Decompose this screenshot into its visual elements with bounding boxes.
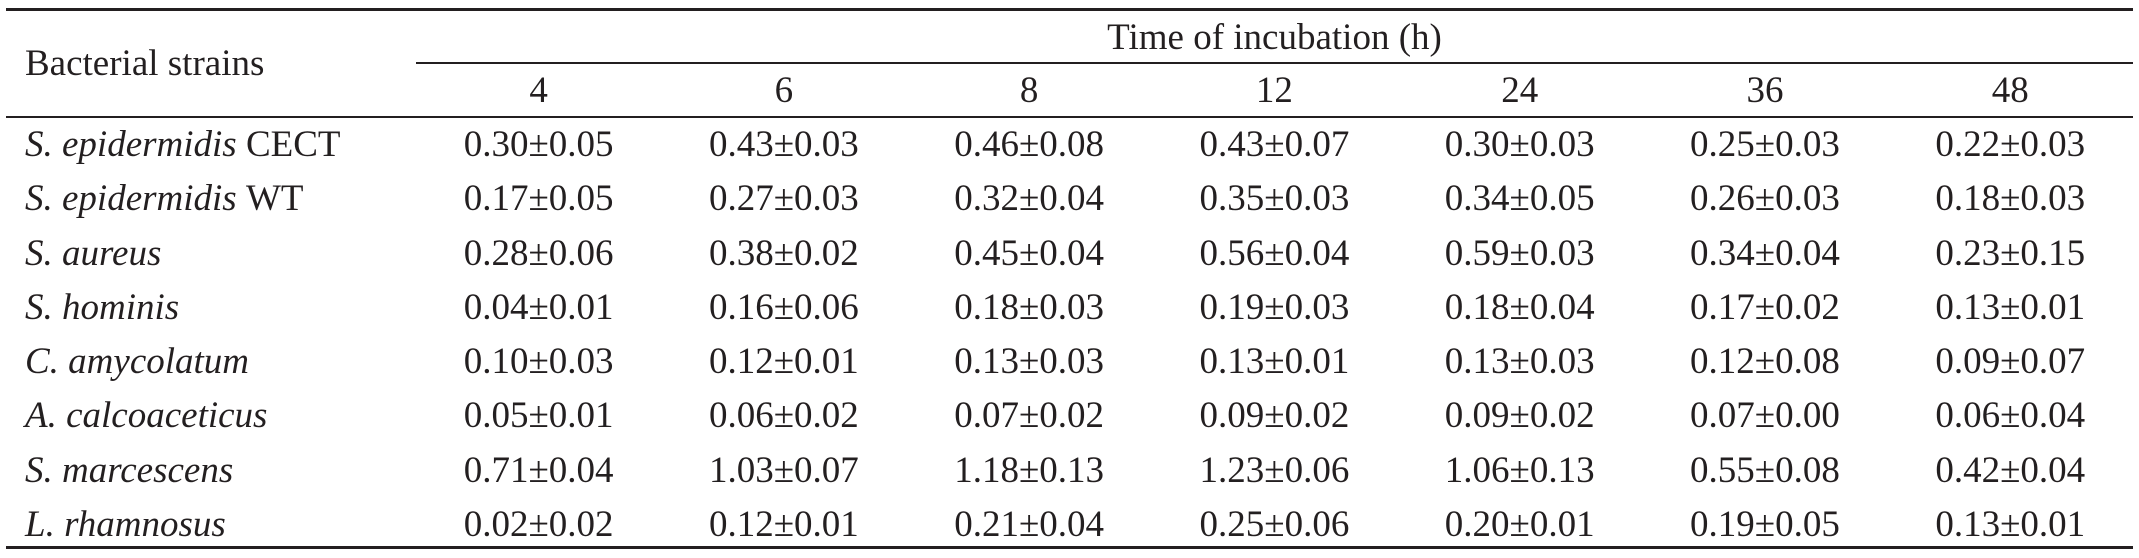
column-group-header-time: Time of incubation (h)	[1107, 17, 1442, 58]
strain-species: S. hominis	[25, 286, 180, 328]
strain-name: S. epidermidis WT	[0, 172, 416, 226]
column-header-24h: 24	[1501, 70, 1539, 111]
cell-value-12h: 0.09±0.02	[1199, 395, 1350, 437]
time-header-row: 4 6 8 12 24 36 48	[0, 71, 2133, 111]
cell-value-48h: 0.13±0.01	[1935, 503, 2086, 545]
cell-value-48h: 0.23±0.15	[1935, 232, 2086, 274]
table-row-s-epidermidis-wt: S. epidermidis WT 0.17±0.05 0.27±0.03 0.3…	[0, 172, 2133, 226]
cell-value-12h: 0.25±0.06	[1199, 503, 1350, 545]
cell-value-36h: 0.12±0.08	[1690, 341, 1840, 382]
cell-value-48h: 0.42±0.04	[1935, 449, 2086, 491]
cell-value-12h: 1.23±0.06	[1199, 449, 1350, 491]
cell-value-36h: 0.26±0.03	[1690, 178, 1840, 220]
cell-value-24h: 0.30±0.03	[1444, 124, 1595, 165]
cell-value-12h: 0.43±0.07	[1199, 124, 1350, 165]
cell-value-24h: 0.59±0.03	[1444, 232, 1595, 274]
column-group-rule	[416, 62, 2133, 64]
table-row-c-amycolatum: C. amycolatum 0.10±0.03 0.12±0.01 0.13±0…	[0, 335, 2133, 389]
cell-value-8h: 0.13±0.03	[954, 341, 1105, 382]
cell-value-4h: 0.05±0.01	[463, 395, 614, 437]
cell-value-36h: 0.55±0.08	[1690, 449, 1840, 491]
strain-species: A. calcoaceticus	[25, 395, 268, 437]
cell-value-6h: 1.03±0.07	[708, 449, 859, 491]
cell-value-4h: 0.28±0.06	[463, 232, 614, 274]
cell-value-36h: 0.25±0.03	[1690, 124, 1840, 165]
strain-suffix: WT	[245, 178, 304, 220]
cell-value-24h: 0.09±0.02	[1444, 395, 1595, 437]
table-row-s-epidermidis-cect: S. epidermidis CECT 0.30±0.05 0.43±0.03 0…	[0, 118, 2133, 172]
strain-name: S. epidermidis CECT	[0, 118, 416, 172]
cell-value-24h: 1.06±0.13	[1444, 449, 1595, 491]
table-row-s-hominis: S. hominis 0.04±0.01 0.16±0.06 0.18±0.03…	[0, 281, 2133, 335]
cell-value-24h: 0.13±0.03	[1444, 341, 1595, 382]
strain-name: S. hominis	[0, 281, 416, 335]
cell-value-12h: 0.13±0.01	[1199, 341, 1350, 382]
strain-name: S. marcescens	[0, 444, 416, 498]
cell-value-8h: 0.46±0.08	[954, 124, 1105, 165]
strain-name: A. calcoaceticus	[0, 389, 416, 443]
column-header-4h: 4	[529, 70, 548, 111]
column-header-strains: Bacterial strains	[25, 43, 265, 84]
cell-value-6h: 0.38±0.02	[708, 232, 859, 274]
strain-name: L. rhamnosus	[0, 498, 416, 552]
column-header-12h: 12	[1255, 70, 1293, 111]
cell-value-48h: 0.09±0.07	[1935, 341, 2086, 382]
strain-species: S. aureus	[25, 232, 162, 274]
cell-value-48h: 0.13±0.01	[1935, 286, 2086, 328]
cell-value-48h: 0.22±0.03	[1935, 124, 2086, 165]
cell-value-6h: 0.06±0.02	[708, 395, 859, 437]
cell-value-6h: 0.12±0.01	[708, 503, 859, 545]
table-row-a-calcoaceticus: A. calcoaceticus 0.05±0.01 0.06±0.02 0.0…	[0, 389, 2133, 443]
header-bottom-rule	[6, 116, 2133, 118]
strain-species: L. rhamnosus	[25, 503, 226, 545]
table-row-l-rhamnosus: L. rhamnosus 0.02±0.02 0.12±0.01 0.21±0.…	[0, 498, 2133, 552]
table-row-s-marcescens: S. marcescens 0.71±0.04 1.03±0.07 1.18±0…	[0, 444, 2133, 498]
table-bottom-rule	[6, 546, 2133, 549]
cell-value-6h: 0.43±0.03	[708, 124, 859, 165]
table-row-s-aureus: S. aureus 0.28±0.06 0.38±0.02 0.45±0.04 …	[0, 227, 2133, 281]
strain-species: S. epidermidis	[25, 124, 237, 165]
cell-value-36h: 0.19±0.05	[1690, 503, 1840, 545]
cell-value-24h: 0.34±0.05	[1444, 178, 1595, 220]
table-body: S. epidermidis CECT 0.30±0.05 0.43±0.03 0…	[0, 118, 2133, 552]
strain-suffix: CECT	[245, 124, 341, 165]
cell-value-36h: 0.17±0.02	[1690, 286, 1840, 328]
cell-value-8h: 0.07±0.02	[954, 395, 1105, 437]
strain-species: S. marcescens	[25, 449, 234, 491]
cell-value-12h: 0.35±0.03	[1199, 178, 1350, 220]
column-header-48h: 48	[1991, 70, 2029, 111]
cell-value-4h: 0.17±0.05	[463, 178, 614, 220]
cell-value-8h: 0.32±0.04	[954, 178, 1105, 220]
cell-value-6h: 0.16±0.06	[708, 286, 859, 328]
cell-value-6h: 0.12±0.01	[708, 341, 859, 382]
cell-value-4h: 0.10±0.03	[463, 341, 614, 382]
cell-value-36h: 0.07±0.00	[1690, 395, 1840, 437]
cell-value-48h: 0.06±0.04	[1935, 395, 2086, 437]
strain-name: S. aureus	[0, 227, 416, 281]
cell-value-8h: 0.45±0.04	[954, 232, 1105, 274]
cell-value-24h: 0.20±0.01	[1444, 503, 1595, 545]
cell-value-8h: 1.18±0.13	[954, 449, 1105, 491]
cell-value-8h: 0.18±0.03	[954, 286, 1105, 328]
strain-species: S. epidermidis	[25, 178, 237, 220]
cell-value-12h: 0.56±0.04	[1199, 232, 1350, 274]
column-header-36h: 36	[1746, 70, 1784, 111]
cell-value-8h: 0.21±0.04	[954, 503, 1105, 545]
cell-value-4h: 0.30±0.05	[463, 124, 614, 165]
strain-species: C. amycolatum	[25, 341, 250, 382]
column-header-8h: 8	[1019, 70, 1039, 111]
cell-value-4h: 0.71±0.04	[463, 449, 614, 491]
column-header-6h: 6	[774, 70, 794, 111]
cell-value-24h: 0.18±0.04	[1444, 286, 1595, 328]
cell-value-48h: 0.18±0.03	[1935, 178, 2086, 220]
cell-value-36h: 0.34±0.04	[1690, 232, 1840, 274]
strain-name: C. amycolatum	[0, 335, 416, 389]
table-top-rule	[6, 8, 2133, 11]
cell-value-4h: 0.04±0.01	[463, 286, 614, 328]
cell-value-4h: 0.02±0.02	[463, 503, 614, 545]
cell-value-6h: 0.27±0.03	[708, 178, 859, 220]
cell-value-12h: 0.19±0.03	[1199, 286, 1350, 328]
